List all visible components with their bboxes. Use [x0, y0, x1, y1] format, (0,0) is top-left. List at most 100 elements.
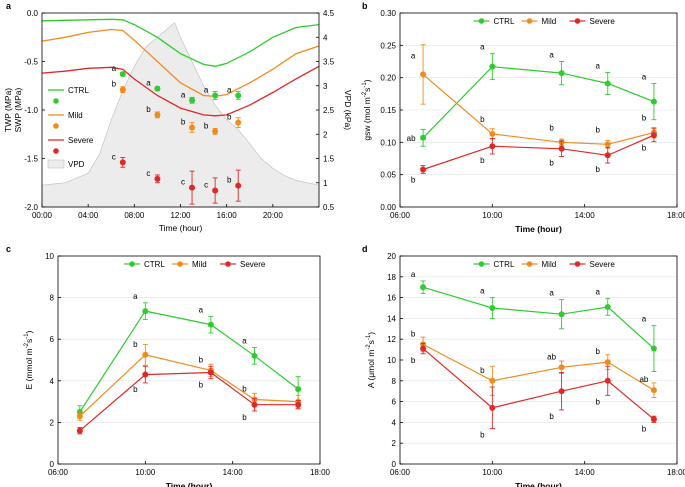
y-axis-label-main: gsw (mol m — [362, 97, 372, 140]
y-axis-label-main: E (mmol m — [24, 348, 34, 389]
legend-label: Mild — [68, 111, 83, 120]
legend-marker — [478, 18, 485, 24]
swp-point-ctrl — [189, 97, 196, 104]
x-tick-label: 06:00 — [390, 211, 411, 220]
swp-point-severe — [189, 184, 196, 191]
legend-label: Severe — [590, 17, 616, 26]
panel-label-c: c — [6, 244, 11, 254]
data-point-severe — [489, 143, 496, 150]
sig-letter: b — [596, 347, 601, 356]
data-point-ctrl — [650, 98, 657, 105]
y-tick-label: 0 — [392, 460, 397, 469]
sig-letter: ab — [547, 352, 556, 361]
y-tick-label: 4 — [50, 377, 55, 386]
legend-marker — [225, 261, 231, 267]
legend-marker — [53, 98, 59, 104]
legend-label: VPD — [68, 160, 85, 169]
data-point-ctrl — [295, 386, 302, 393]
x-tick-label: 08:00 — [124, 211, 145, 220]
y-tick-label: -1.5 — [24, 155, 38, 164]
sig-letter: a — [411, 51, 416, 60]
sig-letter: a — [480, 43, 485, 52]
sig-letter: a — [112, 64, 117, 73]
x-tick-label: 06:00 — [48, 468, 69, 477]
sig-letter: a — [242, 337, 247, 346]
y-axis-label-mid: s — [366, 340, 376, 344]
data-point-ctrl — [142, 308, 149, 315]
data-point-ctrl — [604, 80, 611, 87]
sig-letter: b — [411, 175, 416, 184]
sig-letter: b — [480, 366, 485, 375]
swp-point-ctrl — [212, 92, 219, 99]
y-tick-label: 2 — [392, 439, 397, 448]
y2-tick-label: 1.5 — [323, 155, 335, 164]
data-point-mild — [558, 364, 565, 371]
sig-letter: b — [549, 412, 554, 421]
data-point-mild — [604, 359, 611, 366]
sig-letter: b — [411, 356, 416, 365]
data-point-severe — [650, 416, 657, 423]
y-tick-label: 20 — [387, 252, 396, 261]
y-tick-label: 10 — [387, 356, 396, 365]
x-axis-label: Time (hour) — [515, 224, 562, 234]
y-axis-label-sup2: -1 — [366, 334, 372, 340]
legend-label: Severe — [68, 136, 94, 145]
swp-point-mild — [212, 128, 219, 135]
legend-marker — [53, 123, 59, 129]
panel-d: daa a aabbabbabbbbbb0246810121416182006:00… — [362, 244, 685, 487]
legend-marker — [177, 261, 183, 267]
legend-label: Mild — [542, 260, 557, 269]
legend-label: CTRL — [144, 260, 165, 269]
data-point-mild — [489, 130, 496, 137]
data-point-severe — [604, 152, 611, 159]
sig-letter: a — [596, 288, 601, 297]
sig-letter: b — [227, 113, 232, 122]
panel-label-b: b — [362, 1, 368, 11]
data-point-mild — [650, 387, 657, 394]
legend-marker — [478, 261, 485, 267]
legend-label: CTRL — [494, 17, 515, 26]
data-point-ctrl — [489, 305, 496, 311]
sig-letter: c — [112, 152, 116, 161]
y-axis-label: gsw (mol m-2s-1) — [362, 79, 372, 140]
y-tick-label: -2.0 — [24, 203, 38, 212]
sig-letter: b — [596, 165, 601, 174]
y-axis-label-swp: SWP (MPa) — [13, 87, 23, 132]
x-tick-label: 18:00 — [667, 468, 685, 477]
data-point-ctrl — [489, 63, 496, 70]
x-tick-label: 12:00 — [170, 211, 191, 220]
twp-line-mild — [41, 28, 320, 98]
x-tick-label: 14:00 — [223, 468, 244, 477]
sig-letter: a — [411, 270, 416, 279]
y-tick-label: 8 — [50, 294, 55, 303]
y2-tick-label: 4.5 — [323, 9, 335, 18]
legend-marker — [53, 148, 59, 154]
legend-label: Mild — [192, 260, 207, 269]
sig-letter: b — [480, 115, 485, 124]
sig-letter: a — [596, 61, 601, 70]
y-tick-label: -0.5 — [24, 58, 38, 67]
data-point-severe — [295, 401, 302, 408]
y-tick-label: 0.00 — [380, 203, 396, 212]
swp-point-ctrl — [154, 85, 161, 92]
sig-letter: b — [242, 385, 247, 394]
y-tick-label: -1.0 — [24, 106, 38, 115]
sig-letter: ab — [407, 134, 416, 143]
data-point-severe — [420, 345, 427, 352]
sig-letter: a — [549, 51, 554, 60]
sig-letter: a — [146, 79, 151, 88]
sig-letter: b — [133, 385, 138, 394]
y-axis-label-sup1: -2 — [362, 91, 368, 97]
x-axis-label: Time (hour) — [515, 481, 562, 487]
y2-tick-label: 2 — [323, 130, 328, 139]
x-tick-label: 18:00 — [667, 211, 685, 220]
legend-label: Severe — [240, 260, 266, 269]
data-point-ctrl — [207, 321, 214, 328]
y-tick-label: 0 — [50, 460, 55, 469]
panel-label-a: a — [6, 1, 12, 11]
legend-vpd-swatch — [47, 159, 65, 169]
y-axis-label-mid: s — [24, 339, 34, 343]
data-point-severe — [420, 166, 427, 173]
data-point-ctrl — [558, 311, 565, 318]
sig-letter: b — [204, 121, 209, 130]
